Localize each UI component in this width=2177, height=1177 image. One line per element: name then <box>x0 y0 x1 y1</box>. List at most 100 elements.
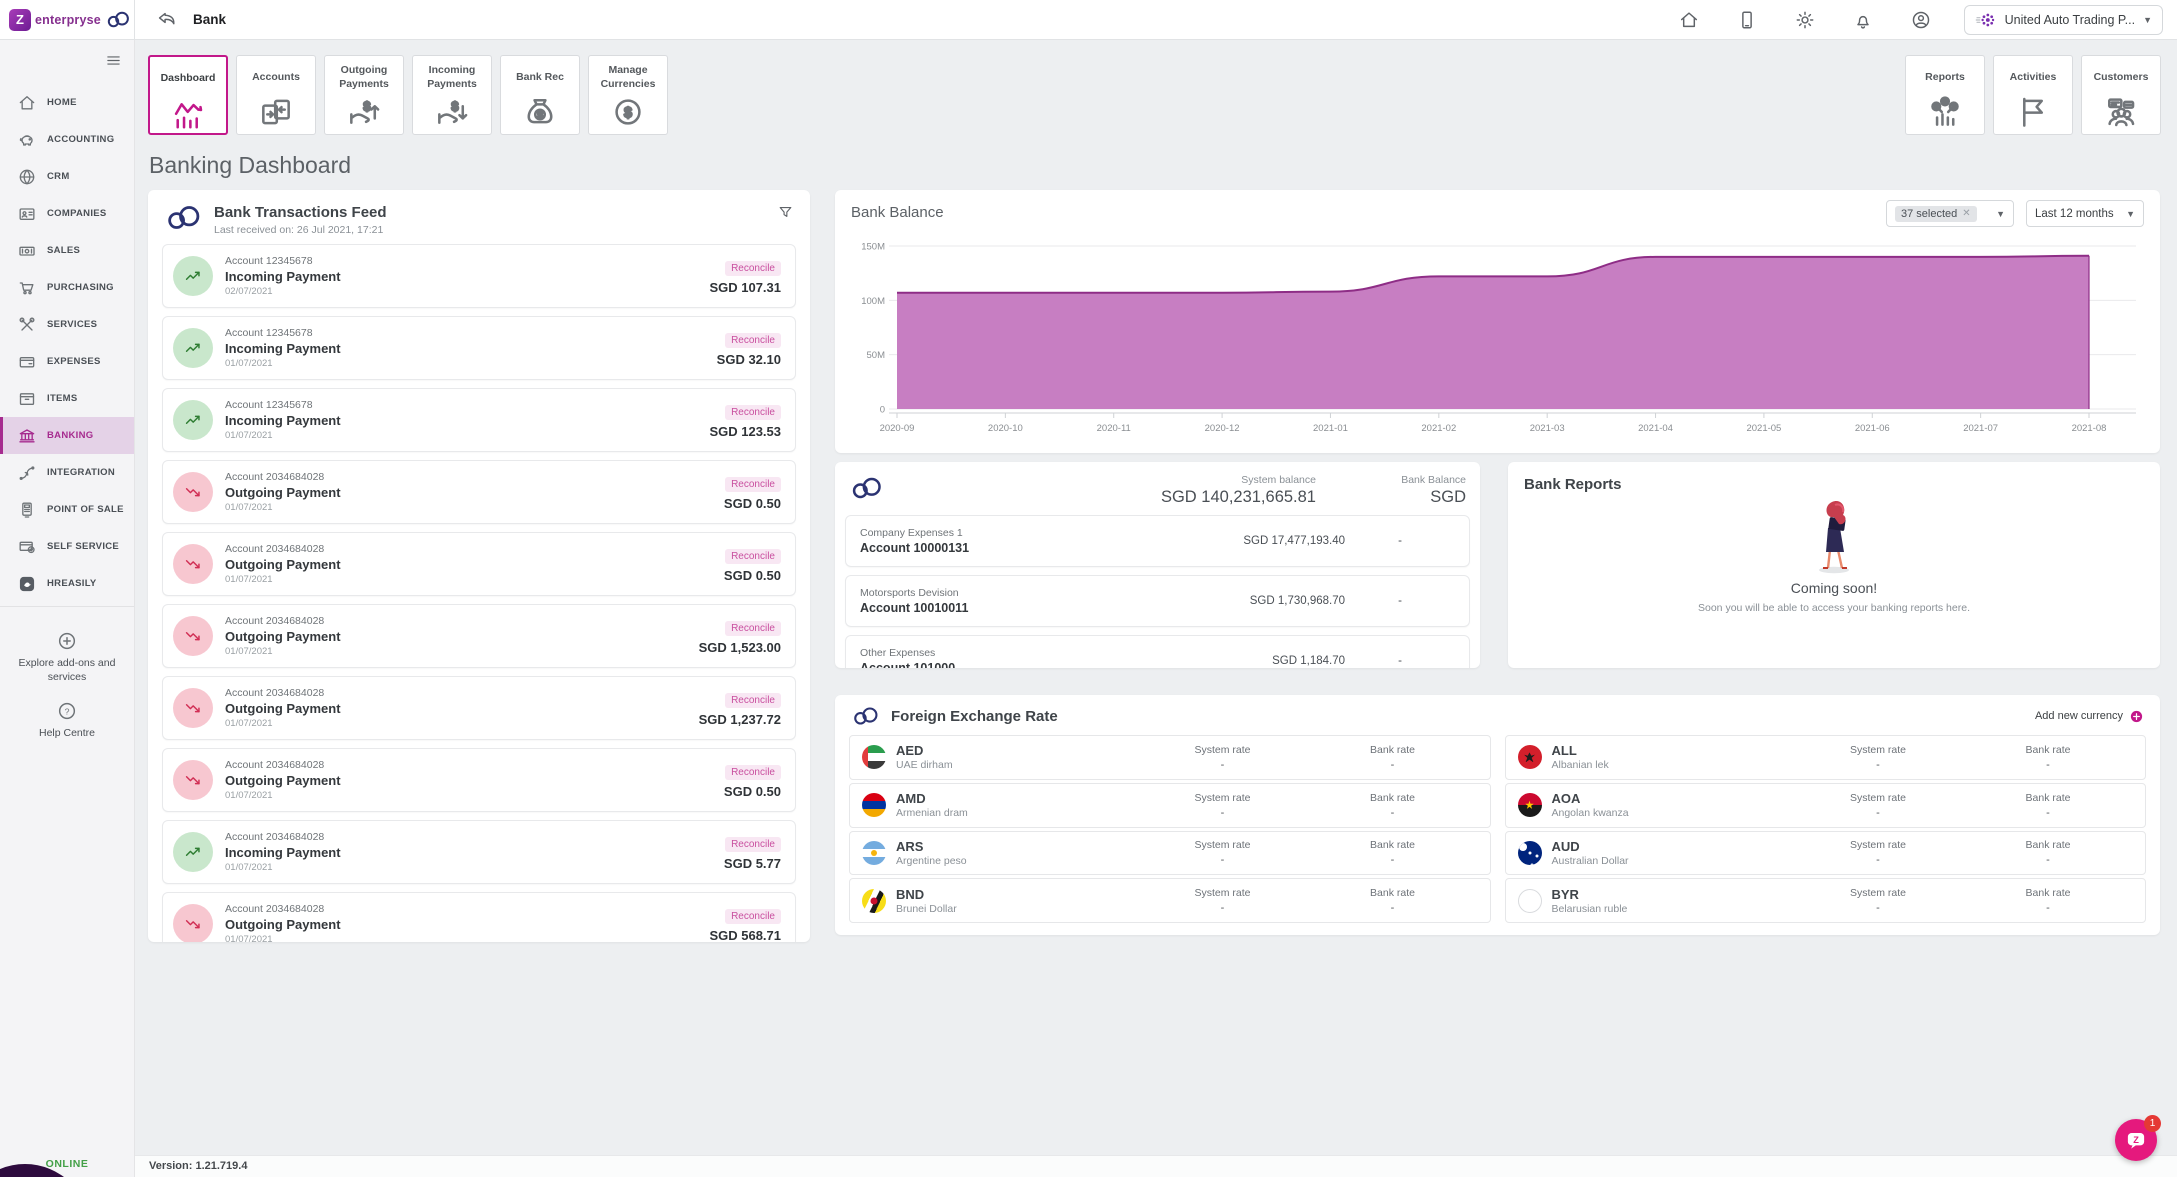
reconcile-badge[interactable]: Reconcile <box>725 332 781 348</box>
sidebar-item[interactable]: HREASILY <box>0 565 134 602</box>
tab-card[interactable]: Outgoing Payments $ <box>324 55 404 135</box>
transaction-card[interactable]: Account 2034684028 Outgoing Payment 01/0… <box>162 676 796 740</box>
bank-balance-panel: Bank Balance 37 selected ✕ ▼ Last 12 mon… <box>835 190 2160 453</box>
filter-icon[interactable] <box>777 204 794 221</box>
period-dropdown[interactable]: Last 12 months ▼ <box>2026 200 2144 227</box>
back-icon[interactable] <box>153 7 179 33</box>
reconcile-badge[interactable]: Reconcile <box>725 548 781 564</box>
reconcile-badge[interactable]: Reconcile <box>725 836 781 852</box>
account-balance-row[interactable]: Other Expenses Account 101000 SGD 1,184.… <box>845 635 1470 668</box>
sidebar-item[interactable]: SELF SERVICE <box>0 528 134 565</box>
menu-icon[interactable] <box>105 52 122 69</box>
tab-card[interactable]: Dashboard <box>148 55 228 135</box>
plus-circle-icon[interactable] <box>56 630 78 652</box>
transaction-type: Incoming Payment <box>225 413 341 428</box>
tab-card[interactable]: Manage Currencies $ <box>588 55 668 135</box>
trend-up-icon <box>182 265 204 287</box>
currency-flag-icon <box>862 793 886 818</box>
home-icon[interactable] <box>1676 7 1702 33</box>
reconcile-badge[interactable]: Reconcile <box>725 692 781 708</box>
currency-code: BYR <box>1551 886 1579 902</box>
currency-code: ARS <box>896 838 924 854</box>
sidebar-item[interactable]: INTEGRATION <box>0 454 134 491</box>
transaction-card[interactable]: Account 2034684028 Incoming Payment 01/0… <box>162 820 796 884</box>
mobile-icon[interactable] <box>1734 7 1760 33</box>
transaction-card[interactable]: Account 2034684028 Outgoing Payment 01/0… <box>162 532 796 596</box>
explore-addons-link[interactable]: Explore add-ons and services <box>18 657 116 683</box>
transaction-card[interactable]: Account 2034684028 Outgoing Payment 01/0… <box>162 748 796 812</box>
trend-down-icon <box>182 481 204 503</box>
quick-card[interactable]: Reports $ $ $ <box>1905 55 1985 135</box>
cloud-logo-icon <box>849 476 885 500</box>
chat-button[interactable]: Z 1 <box>2115 1115 2161 1161</box>
brand[interactable]: Z enterpryse <box>0 0 135 39</box>
brand-z-icon: Z <box>9 8 31 31</box>
currency-flag-icon <box>862 888 886 913</box>
fx-panel: Foreign Exchange Rate Add new currency A… <box>835 695 2160 935</box>
sidebar-item[interactable]: ITEMS <box>0 380 134 417</box>
quick-card[interactable]: Activities <box>1993 55 2073 135</box>
system-rate-label: System rate <box>1194 743 1251 756</box>
transaction-type: Outgoing Payment <box>225 485 341 500</box>
topbar-icons <box>1676 7 1934 33</box>
reconcile-badge[interactable]: Reconcile <box>725 476 781 492</box>
account-balance-row[interactable]: Company Expenses 1 Account 10000131 SGD … <box>845 515 1470 567</box>
transaction-card[interactable]: Account 2034684028 Outgoing Payment 01/0… <box>162 892 796 942</box>
accounts-filter-dropdown[interactable]: 37 selected ✕ ▼ <box>1886 200 2014 227</box>
system-rate-label: System rate <box>1194 839 1251 852</box>
currency-code: AED <box>896 743 924 759</box>
system-rate-value: - <box>1220 854 1225 867</box>
reconcile-badge[interactable]: Reconcile <box>725 260 781 276</box>
profile-icon[interactable] <box>1908 7 1934 33</box>
cloud-logo-icon <box>851 706 881 726</box>
company-selector[interactable]: United Auto Trading P... ▼ <box>1963 4 2163 35</box>
coming-soon-heading: Coming soon! <box>1790 580 1878 596</box>
reconcile-badge[interactable]: Reconcile <box>725 908 781 924</box>
transaction-card[interactable]: Account 2034684028 Outgoing Payment 01/0… <box>162 604 796 668</box>
tab-card[interactable]: Bank Rec $ <box>500 55 580 135</box>
cloud-logo-icon <box>164 204 204 231</box>
bank-rate-label: Bank rate <box>2025 887 2071 900</box>
sidebar-item[interactable]: SERVICES <box>0 306 134 343</box>
quick-card[interactable]: Customers <box>2081 55 2161 135</box>
chip-close-icon[interactable]: ✕ <box>1962 208 1971 219</box>
tab-card[interactable]: Accounts <box>236 55 316 135</box>
transaction-date: 01/07/2021 <box>225 934 273 942</box>
transaction-card[interactable]: Account 2034684028 Outgoing Payment 01/0… <box>162 460 796 524</box>
sidebar-item[interactable]: SALES <box>0 232 134 269</box>
help-icon[interactable]: ? <box>56 700 78 722</box>
transaction-card[interactable]: Account 12345678 Incoming Payment 01/07/… <box>162 316 796 380</box>
account-balance-row[interactable]: Motorsports Devision Account 10010011 SG… <box>845 575 1470 627</box>
sidebar-item[interactable]: POINT OF SALE <box>0 491 134 528</box>
notifications-icon[interactable] <box>1850 7 1876 33</box>
sidebar-item[interactable]: CRM <box>0 158 134 195</box>
sidebar-item[interactable]: EXPENSES <box>0 343 134 380</box>
reconcile-badge[interactable]: Reconcile <box>725 764 781 780</box>
svg-text:?: ? <box>65 707 70 717</box>
transaction-amount: SGD 107.31 <box>709 279 781 295</box>
system-rate-label: System rate <box>1849 791 1907 804</box>
id-card-icon <box>17 204 37 224</box>
sidebar-item[interactable]: ACCOUNTING <box>0 121 134 158</box>
help-centre-link[interactable]: Help Centre <box>38 727 96 740</box>
transaction-card[interactable]: Account 12345678 Incoming Payment 02/07/… <box>162 244 796 308</box>
tab-card[interactable]: Incoming Payments $ <box>412 55 492 135</box>
sidebar-divider <box>0 606 134 607</box>
reconcile-badge[interactable]: Reconcile <box>725 404 781 420</box>
sidebar-item[interactable]: BANKING <box>0 417 134 454</box>
home-icon <box>17 93 37 113</box>
reconcile-badge[interactable]: Reconcile <box>725 620 781 636</box>
bank-rate-label: Bank rate <box>1370 887 1415 900</box>
settings-icon[interactable] <box>1792 7 1818 33</box>
add-currency-button[interactable]: Add new currency <box>2035 709 2144 724</box>
currency-flag-icon <box>1517 793 1542 818</box>
payment-out-icon: $ <box>345 93 383 131</box>
system-rate-label: System rate <box>1194 887 1251 900</box>
sidebar-item[interactable]: COMPANIES <box>0 195 134 232</box>
bank-icon <box>17 426 37 446</box>
transaction-account: Account 12345678 <box>225 399 313 411</box>
sidebar-item[interactable]: PURCHASING <box>0 269 134 306</box>
transaction-card[interactable]: Account 12345678 Incoming Payment 01/07/… <box>162 388 796 452</box>
fx-row: AOA Angolan kwanza System rate - Bank ra… <box>1504 782 2146 828</box>
sidebar-item[interactable]: HOME <box>0 84 134 121</box>
